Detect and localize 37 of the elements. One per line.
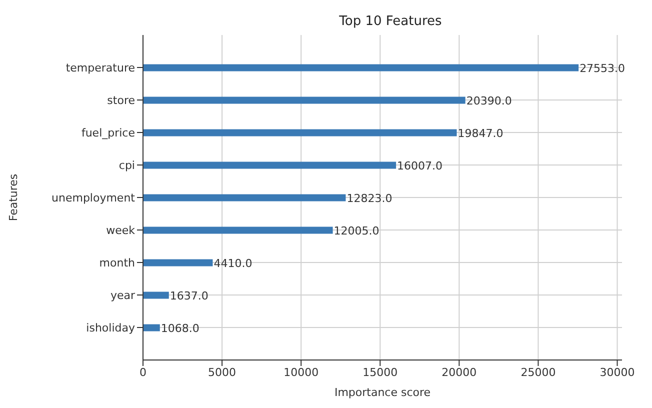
x-tick-label: 10000	[284, 366, 319, 379]
bar	[143, 226, 333, 234]
bar	[143, 129, 457, 136]
y-axis-title: Features	[6, 174, 20, 222]
y-tick-label: store	[107, 94, 136, 107]
y-tick-label: cpi	[118, 158, 135, 172]
y-tick-label: month	[99, 256, 136, 270]
data-label: 27553.0	[580, 62, 626, 75]
x-axis-title: Importance score	[334, 386, 431, 399]
x-tick-label: 5000	[208, 366, 236, 379]
bar	[143, 162, 396, 169]
y-tick-label: week	[106, 224, 136, 237]
bar	[143, 64, 579, 72]
data-label: 4410.0	[214, 256, 252, 270]
bar	[143, 259, 213, 266]
bar	[143, 96, 466, 104]
bar	[143, 194, 346, 202]
y-tick-label: temperature	[66, 61, 136, 74]
data-label: 20390.0	[466, 94, 512, 108]
x-tick-label: 15000	[362, 366, 398, 379]
data-label: 12005.0	[334, 224, 380, 238]
bar	[143, 292, 169, 299]
y-tick-label: fuel_price	[81, 126, 136, 140]
x-tick-label: 30000	[600, 366, 635, 379]
chart-title: Top 10 Features	[338, 14, 443, 29]
y-tick-label: isholiday	[86, 321, 136, 334]
x-tick-label: 25000	[520, 366, 556, 379]
y-tick-label: unemployment	[52, 191, 136, 204]
data-label: 1637.0	[170, 289, 208, 302]
data-label: 1068.0	[160, 322, 200, 335]
bar	[143, 324, 160, 332]
x-tick-label: 0	[140, 366, 146, 379]
data-label: 16007.0	[397, 159, 443, 172]
y-tick-label: year	[110, 288, 136, 302]
data-label: 12823.0	[346, 192, 392, 205]
x-tick-label: 20000	[442, 366, 477, 379]
data-label: 19847.0	[458, 126, 504, 140]
